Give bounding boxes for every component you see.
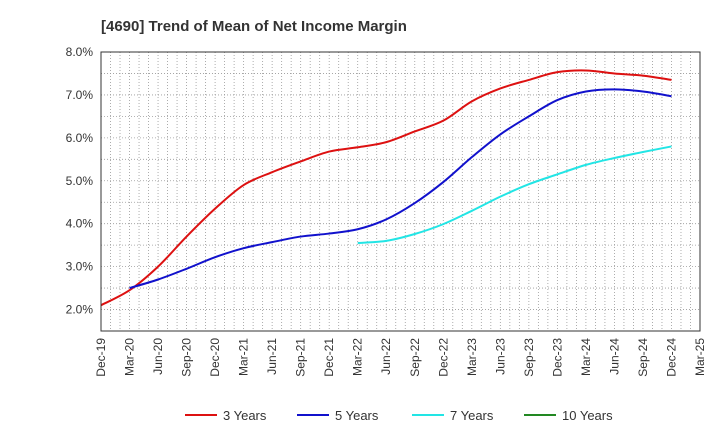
x-tick-label: Dec-22 xyxy=(436,338,450,377)
y-tick-label: 7.0% xyxy=(66,88,94,102)
plot-border xyxy=(100,51,701,332)
x-tick-label: Dec-23 xyxy=(550,338,564,377)
x-tick-label: Jun-22 xyxy=(379,338,393,375)
x-tick-label: Dec-19 xyxy=(94,338,108,377)
legend-label: 5 Years xyxy=(335,408,379,423)
series-lines xyxy=(100,69,672,307)
x-tick-label: Jun-20 xyxy=(151,338,165,375)
x-tick-label: Mar-22 xyxy=(351,338,365,376)
legend: 3 Years 5 Years 7 Years 10 Years xyxy=(185,408,613,423)
x-tick-label: Dec-24 xyxy=(664,338,678,377)
y-tick-label: 5.0% xyxy=(66,174,94,188)
y-tick-label: 3.0% xyxy=(66,260,94,274)
series-line-0 xyxy=(100,69,672,307)
series-line-1 xyxy=(129,88,672,290)
x-tick-label: Mar-20 xyxy=(123,338,137,376)
horizontal-gridlines xyxy=(101,73,700,310)
y-tick-label: 4.0% xyxy=(66,217,94,231)
chart-title: [4690] Trend of Mean of Net Income Margi… xyxy=(101,18,407,35)
x-tick-label: Jun-24 xyxy=(607,338,621,375)
y-tick-label: 2.0% xyxy=(66,303,94,317)
x-tick-label: Sep-22 xyxy=(408,338,422,377)
x-tick-label: Sep-23 xyxy=(522,338,536,377)
series-line-2 xyxy=(357,145,672,245)
x-axis-tick-labels: Dec-19 Mar-20 Jun-20 Sep-20 Dec-20 Mar-21 Jun-… xyxy=(94,338,707,377)
x-tick-label: Sep-20 xyxy=(180,338,194,377)
x-tick-label: Dec-21 xyxy=(322,338,336,377)
x-tick-label: Mar-23 xyxy=(465,338,479,376)
x-tick-label: Dec-20 xyxy=(208,338,222,377)
x-tick-label: Jun-21 xyxy=(265,338,279,375)
x-tick-label: Sep-21 xyxy=(294,338,308,377)
x-tick-label: Mar-24 xyxy=(579,338,593,376)
x-tick-label: Mar-25 xyxy=(693,338,707,376)
y-axis-tick-labels: 2.0% 3.0% 4.0% 5.0% 6.0% 7.0% 8.0% xyxy=(66,45,94,317)
legend-label: 10 Years xyxy=(562,408,613,423)
legend-label: 3 Years xyxy=(223,408,267,423)
x-tick-label: Jun-23 xyxy=(493,338,507,375)
x-tick-label: Mar-21 xyxy=(237,338,251,376)
y-tick-label: 6.0% xyxy=(66,131,94,145)
legend-label: 7 Years xyxy=(450,408,494,423)
plot-area xyxy=(101,52,700,331)
y-tick-label: 8.0% xyxy=(66,45,94,59)
x-tick-label: Sep-24 xyxy=(636,338,650,377)
